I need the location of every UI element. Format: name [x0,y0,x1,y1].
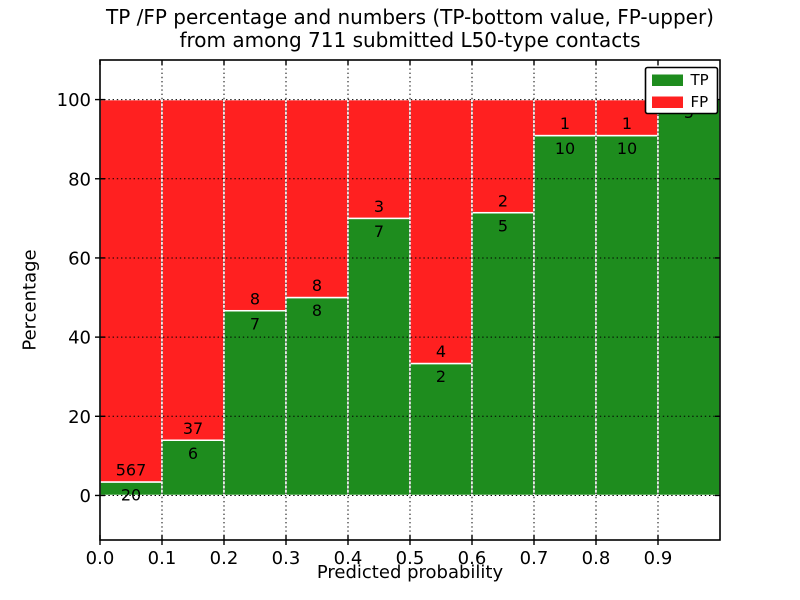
bar-fp-segment [595,98,659,137]
bar-tp-segment [285,296,349,497]
bar-fp-count-label: 8 [312,276,322,295]
bar-fp-segment [161,98,225,441]
bar-fp-count-label: 8 [250,289,260,308]
bar-tp-segment [657,98,721,497]
x-tick-label: 0.0 [86,548,115,569]
bar-tp-count-label: 5 [498,216,508,235]
bar-fp-count-label: 1 [622,114,632,133]
x-tick-label: 0.3 [272,548,301,569]
y-tick-label: 60 [68,248,91,269]
bar-tp-count-label: 20 [121,486,141,505]
bar-tp-count-label: 2 [436,367,446,386]
bar-fp-count-label: 4 [436,342,446,361]
y-tick-label: 100 [57,90,91,111]
bar-fp-count-label: 37 [183,419,203,438]
y-tick-label: 0 [80,486,91,507]
x-tick-label: 0.8 [582,548,611,569]
chart-title: TP /FP percentage and numbers (TP-bottom… [106,6,714,51]
bar-tp-count-label: 10 [555,139,575,158]
x-axis-label: Predicted probability [316,562,504,583]
bar-tp-count-label: 8 [312,301,322,320]
bar-tp-segment [533,134,597,497]
bar-fp-count-label: 567 [116,461,147,480]
x-tick-label: 0.4 [334,548,363,569]
bar-fp-count-label: 2 [498,191,508,210]
legend-swatch-fp [652,96,683,108]
bar-fp-segment [99,98,163,483]
y-tick-label: 40 [68,328,91,349]
bar-fp-segment [223,98,287,312]
bar-tp-segment [347,217,411,497]
bar-fp-count-label: 3 [374,197,384,216]
bar-tp-count-label: 7 [250,314,260,333]
bar-fp-segment [285,98,349,299]
y-tick-label: 20 [68,407,91,428]
bar-tp-segment [595,134,659,497]
bar-fp-count-label: 1 [560,114,570,133]
x-tick-label: 0.5 [396,548,425,569]
x-tick-label: 0.1 [148,548,177,569]
bar-tp-count-label: 7 [374,222,384,241]
y-tick-label: 80 [68,169,91,190]
bar-tp-segment [223,309,287,497]
bar-tp-count-label: 6 [188,444,198,463]
chart-title-line1: TP /FP percentage and numbers (TP-bottom… [106,5,714,29]
x-tick-label: 0.6 [458,548,487,569]
legend-label-fp: FP [691,93,709,111]
legend-swatch-tp [652,74,683,86]
x-tick-label: 0.9 [644,548,673,569]
x-tick-label: 0.2 [210,548,239,569]
bar-fp-segment [347,98,411,220]
x-tick-label: 0.7 [520,548,549,569]
legend-label-tp: TP [690,71,709,89]
bar-tp-segment [471,211,535,497]
bar-tp-count-label: 10 [617,139,637,158]
chart-title-line2: from among 711 submitted L50-type contac… [179,27,641,52]
bar-fp-segment [409,98,473,365]
